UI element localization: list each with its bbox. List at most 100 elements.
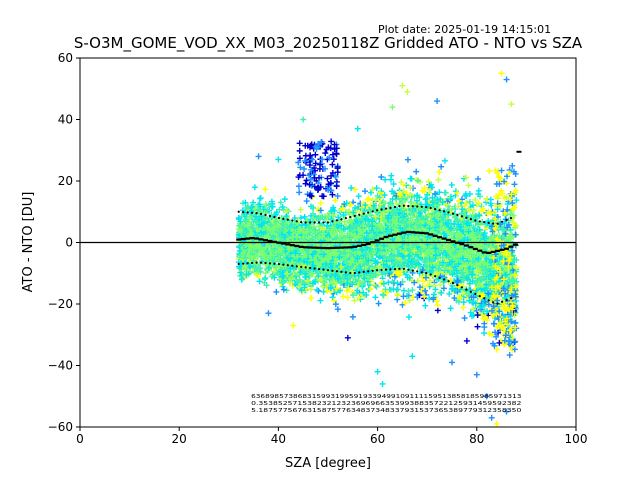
data-point [279, 225, 286, 232]
data-point [416, 292, 423, 299]
data-point [483, 281, 490, 288]
data-point [416, 284, 423, 291]
data-point [389, 236, 396, 243]
data-point [354, 287, 361, 294]
data-point [322, 260, 329, 267]
data-point [410, 208, 417, 215]
data-point [430, 282, 437, 289]
data-point [286, 280, 293, 287]
data-point [510, 256, 517, 263]
data-point [479, 205, 486, 212]
data-point [426, 277, 433, 284]
data-point [407, 209, 414, 216]
data-point [472, 196, 479, 203]
data-point [317, 200, 324, 207]
data-point [442, 189, 449, 196]
data-point [243, 259, 250, 266]
data-point [436, 269, 443, 276]
data-point [349, 289, 356, 296]
data-point [334, 306, 341, 313]
data-point [331, 249, 338, 256]
data-point [459, 206, 466, 213]
data-point [320, 230, 327, 237]
data-point [425, 178, 432, 185]
data-point [241, 265, 248, 272]
data-point [479, 263, 486, 270]
data-point [329, 294, 336, 301]
data-point [337, 279, 344, 286]
data-point [381, 223, 388, 230]
data-point [402, 299, 409, 306]
data-point [337, 257, 344, 264]
data-point [351, 297, 358, 304]
data-point [246, 214, 253, 221]
data-point [282, 247, 289, 254]
data-point [331, 259, 338, 266]
data-point [415, 260, 422, 267]
data-point [475, 191, 482, 198]
data-point [320, 226, 327, 233]
data-point [376, 253, 383, 260]
data-point [481, 330, 488, 337]
data-point [259, 247, 266, 254]
data-point [314, 286, 321, 293]
data-point [389, 188, 396, 195]
data-point [454, 218, 461, 225]
data-point [448, 286, 455, 293]
data-point [462, 250, 469, 257]
data-point [454, 231, 461, 238]
data-point [484, 277, 491, 284]
data-point [436, 227, 443, 234]
data-point [493, 333, 500, 340]
data-point [458, 233, 465, 240]
data-point [251, 184, 258, 191]
data-point [317, 214, 324, 221]
data-point [311, 256, 318, 263]
data-point [464, 221, 471, 228]
data-point [481, 324, 488, 331]
data-point [329, 224, 336, 231]
data-point [509, 276, 516, 283]
data-point [482, 314, 489, 321]
data-point [354, 255, 361, 262]
data-point [447, 305, 454, 312]
data-point [333, 285, 340, 292]
data-point [416, 210, 423, 217]
data-point [278, 266, 285, 273]
data-point [390, 180, 397, 187]
data-point [353, 208, 360, 215]
data-point [340, 212, 347, 219]
data-point [352, 204, 359, 211]
data-point [297, 214, 304, 221]
data-point [281, 196, 288, 203]
data-point [406, 238, 413, 245]
data-point [389, 278, 396, 285]
data-point [457, 294, 464, 301]
data-point [422, 263, 429, 270]
data-point [331, 207, 338, 214]
data-point [385, 279, 392, 286]
data-point [364, 244, 371, 251]
data-point [312, 233, 319, 240]
data-point [439, 199, 446, 206]
data-point [435, 211, 442, 218]
data-point [317, 207, 324, 214]
data-point [446, 194, 453, 201]
data-point [476, 303, 483, 310]
data-point [471, 253, 478, 260]
data-point [429, 257, 436, 264]
data-point [483, 255, 490, 262]
data-point [389, 216, 396, 223]
data-point [476, 290, 483, 297]
data-point [402, 236, 409, 243]
data-point [408, 199, 415, 206]
data-point [384, 207, 391, 214]
data-point [335, 214, 342, 221]
data-point [332, 197, 339, 204]
data-point [305, 262, 312, 269]
data-point [356, 238, 363, 245]
data-point [283, 208, 290, 215]
data-point [485, 276, 492, 283]
data-point [378, 174, 385, 181]
data-point [509, 335, 516, 342]
